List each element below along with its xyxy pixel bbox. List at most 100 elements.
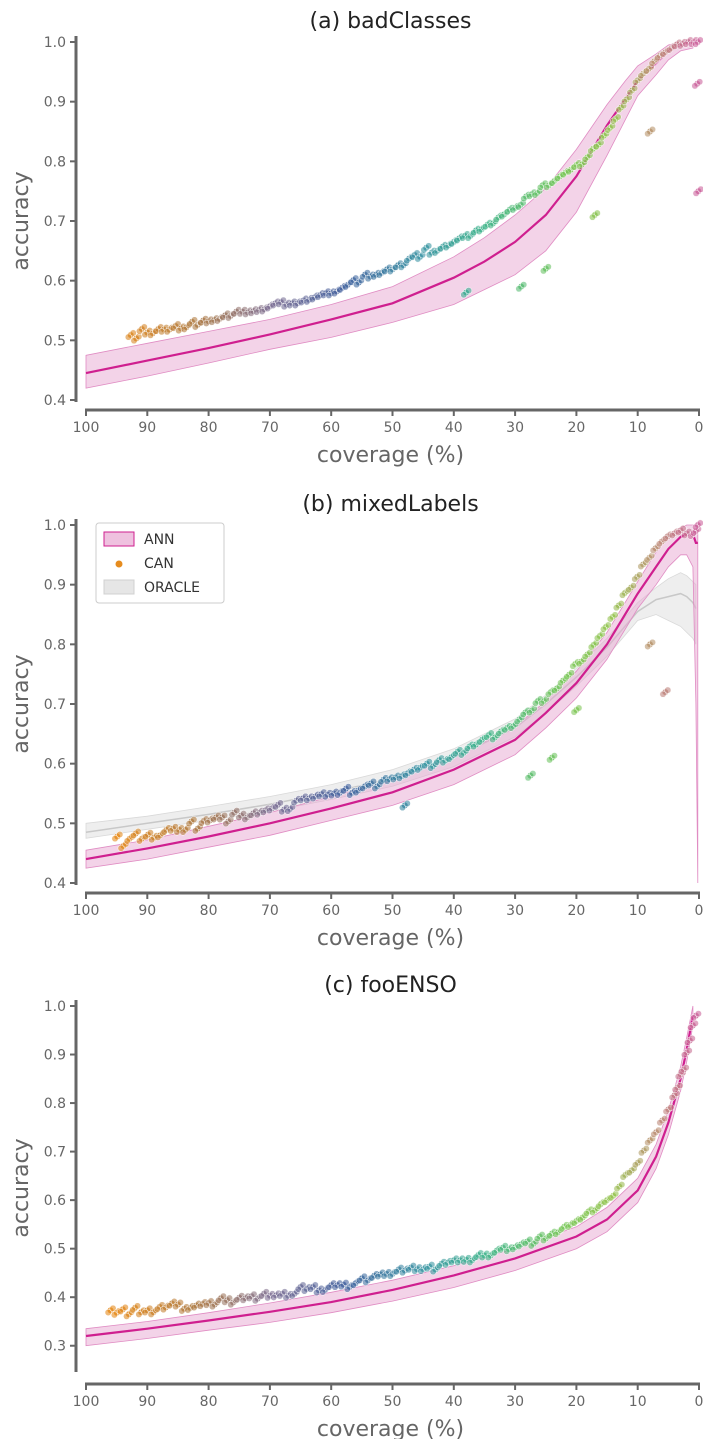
data-point <box>111 835 119 843</box>
data-point <box>655 1126 663 1134</box>
data-point <box>433 758 441 766</box>
x-tick-label: 0 <box>695 903 703 919</box>
data-point <box>668 1094 676 1101</box>
data-point <box>258 308 266 315</box>
data-point <box>457 751 465 759</box>
data-point <box>543 183 550 191</box>
data-point <box>247 811 255 819</box>
x-tick-label: 90 <box>138 903 156 919</box>
data-point <box>544 690 552 698</box>
data-point <box>692 189 700 197</box>
data-point <box>520 281 528 289</box>
data-point <box>336 286 344 294</box>
data-point <box>448 240 455 248</box>
data-point <box>697 185 703 193</box>
data-point <box>575 704 583 712</box>
data-point <box>215 1296 223 1304</box>
data-point <box>191 323 199 331</box>
data-point <box>180 325 188 333</box>
data-point <box>176 1299 184 1306</box>
data-point <box>172 1303 180 1311</box>
data-point <box>290 799 298 807</box>
data-point <box>570 1219 578 1227</box>
data-point <box>342 283 349 291</box>
data-point <box>470 743 478 751</box>
data-point <box>276 799 284 807</box>
x-tick-label: 60 <box>322 1394 340 1410</box>
y-tick-label: 0.9 <box>44 1048 66 1064</box>
x-tick-label: 10 <box>629 420 647 436</box>
y-tick-label: 0.9 <box>44 578 66 594</box>
data-point <box>124 333 132 341</box>
data-point <box>609 117 617 125</box>
data-point <box>544 263 552 271</box>
data-point <box>460 291 468 299</box>
data-point <box>490 1249 498 1257</box>
ann-band <box>85 1005 694 1347</box>
data-point <box>659 690 667 698</box>
data-point <box>116 831 124 838</box>
data-point <box>134 828 142 835</box>
data-point <box>110 1311 118 1319</box>
data-point <box>509 1245 517 1253</box>
data-point <box>117 844 125 852</box>
y-tick-label: 0.9 <box>44 95 66 111</box>
data-point <box>129 832 137 840</box>
y-tick-label: 0.8 <box>44 1096 66 1112</box>
x-tick-label: 70 <box>261 420 279 436</box>
data-point <box>664 686 672 694</box>
data-point <box>484 1254 492 1262</box>
data-point <box>208 1303 216 1311</box>
data-point <box>216 816 224 823</box>
data-point <box>395 774 403 782</box>
data-point <box>154 833 162 841</box>
data-point <box>227 1301 235 1309</box>
data-point <box>581 653 589 661</box>
data-point <box>601 1198 609 1206</box>
data-point <box>362 1278 370 1286</box>
y-tick-label: 0.5 <box>44 816 66 832</box>
data-point <box>337 1283 345 1291</box>
data-point <box>190 1304 198 1312</box>
data-point <box>587 147 595 155</box>
data-point <box>631 78 639 86</box>
data-point <box>204 819 211 826</box>
data-point <box>130 337 138 345</box>
data-point <box>374 1273 382 1280</box>
data-point <box>688 1035 696 1042</box>
data-point <box>625 1169 633 1177</box>
x-tick-label: 0 <box>695 1394 703 1410</box>
data-point <box>386 1272 394 1280</box>
data-point <box>514 203 522 211</box>
data-point <box>288 1292 296 1300</box>
data-point <box>136 327 143 335</box>
data-point <box>620 97 628 105</box>
data-point <box>359 785 367 792</box>
data-point <box>618 1181 626 1189</box>
data-point <box>129 1306 137 1314</box>
data-point <box>546 1232 554 1240</box>
data-point <box>604 126 612 134</box>
x-tick-label: 90 <box>138 1394 156 1410</box>
data-point <box>593 634 601 642</box>
data-point <box>589 213 596 221</box>
data-point <box>676 1082 684 1090</box>
data-point <box>375 271 383 279</box>
x-tick-label: 10 <box>629 903 647 919</box>
data-point <box>696 519 703 527</box>
data-point <box>135 1310 143 1318</box>
data-point <box>619 1173 627 1181</box>
data-point <box>179 828 187 836</box>
data-point <box>593 209 601 217</box>
data-point <box>331 1283 339 1291</box>
data-point <box>315 792 323 800</box>
x-tick-label: 100 <box>73 420 100 436</box>
x-tick-label: 60 <box>322 903 340 919</box>
y-tick-label: 0.7 <box>44 697 66 713</box>
data-point <box>191 827 199 835</box>
x-tick-label: 80 <box>200 903 218 919</box>
data-point <box>270 1293 278 1301</box>
